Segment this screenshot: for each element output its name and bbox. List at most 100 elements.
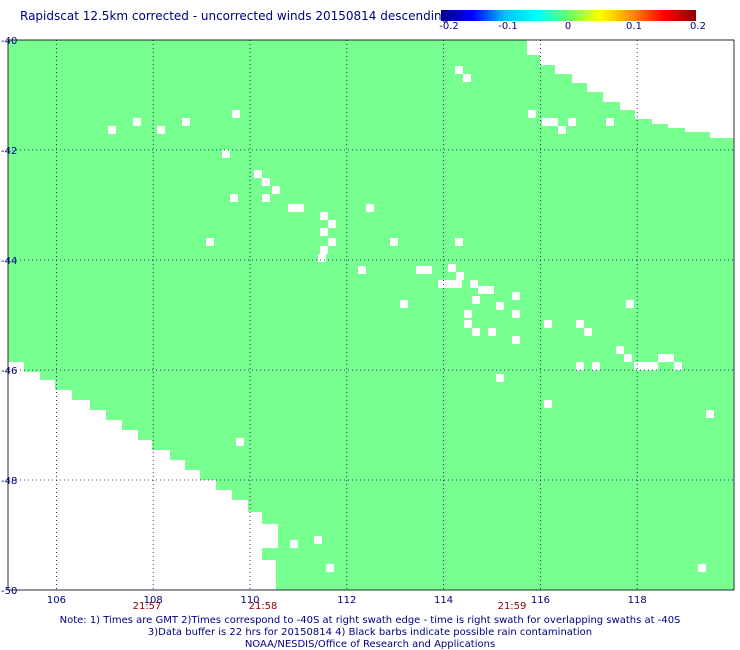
missing-data-cell — [658, 354, 666, 362]
missing-data-cell — [666, 354, 674, 362]
missing-data-cell — [650, 362, 658, 370]
missing-data-cell — [550, 118, 558, 126]
missing-data-cell — [464, 310, 472, 318]
missing-data-cell — [626, 300, 634, 308]
missing-data-cell — [512, 292, 520, 300]
map-frame — [7, 39, 735, 591]
latitude-tick-label: -44 — [1, 256, 17, 267]
missing-data-cell — [438, 280, 446, 288]
missing-data-cell — [133, 118, 141, 126]
missing-data-cell — [584, 328, 592, 336]
longitude-tick-label: 114 — [434, 595, 453, 606]
missing-data-cell — [328, 238, 336, 246]
missing-data-cell — [296, 204, 304, 212]
missing-data-cell — [486, 286, 494, 294]
missing-data-cell — [326, 564, 334, 572]
missing-data-cell — [478, 286, 486, 294]
missing-data-cell — [358, 266, 366, 274]
missing-data-cell — [496, 374, 504, 382]
missing-data-cell — [272, 186, 280, 194]
missing-data-cell — [424, 266, 432, 274]
latitude-tick-label: -46 — [1, 366, 17, 377]
missing-data-cell — [455, 66, 463, 74]
colorbar-tick: -0.1 — [498, 21, 518, 32]
missing-data-cell — [366, 204, 374, 212]
missing-data-cell — [558, 126, 566, 134]
missing-data-cell — [182, 118, 190, 126]
missing-data-cell — [314, 536, 322, 544]
colorbar-tick: -0.2 — [439, 21, 459, 32]
latitude-tick-label: -42 — [1, 146, 17, 157]
missing-data-cell — [698, 564, 706, 572]
axis-labels: 106 108 110 112 114 116 118 -40 -42 -44 -46 -48 -50 2… — [1, 36, 647, 612]
missing-data-cell — [674, 362, 682, 370]
missing-data-cell — [592, 362, 600, 370]
missing-data-cell — [108, 126, 116, 134]
missing-data-cell — [320, 228, 328, 236]
longitude-tick-label: 108 — [144, 595, 163, 606]
missing-data-cell — [463, 74, 471, 82]
missing-data-cell — [390, 238, 398, 246]
missing-data-cell — [576, 320, 584, 328]
latitude-tick-label: -48 — [1, 476, 17, 487]
missing-data-cell — [157, 126, 165, 134]
time-label: 21:58 — [249, 601, 278, 612]
missing-data-cell — [606, 118, 614, 126]
missing-data-cell — [206, 238, 214, 246]
missing-data-cells — [108, 66, 714, 572]
latitude-tick-label: -40 — [1, 36, 17, 47]
time-label: 21:59 — [498, 601, 527, 612]
missing-data-cell — [616, 346, 624, 354]
missing-data-cell — [472, 328, 480, 336]
missing-data-cell — [416, 266, 424, 274]
missing-data-cell — [542, 118, 550, 126]
missing-data-cell — [568, 118, 576, 126]
missing-data-cell — [624, 354, 632, 362]
longitude-tick-label: 106 — [47, 595, 66, 606]
missing-data-cell — [512, 310, 520, 318]
no-data-area — [672, 40, 734, 86]
missing-data-cell — [232, 110, 240, 118]
missing-data-cell — [446, 280, 454, 288]
missing-data-cell — [328, 220, 336, 228]
missing-data-cell — [318, 254, 326, 262]
note-line-3: NOAA/NESDIS/Office of Research and Appli… — [244, 639, 496, 650]
longitude-tick-label: 110 — [240, 595, 259, 606]
missing-data-cell — [706, 410, 714, 418]
missing-data-cell — [230, 194, 238, 202]
map-title: Rapidscat 12.5km corrected - uncorrected… — [20, 9, 450, 23]
longitude-tick-label: 118 — [628, 595, 647, 606]
missing-data-cell — [288, 204, 296, 212]
missing-data-cell — [400, 300, 408, 308]
missing-data-cell — [290, 540, 298, 548]
note-line-1: Note: 1) Times are GMT 2)Times correspon… — [59, 615, 681, 626]
note-line-2: 3)Data buffer is 22 hrs for 20150814 4) … — [147, 627, 593, 638]
longitude-tick-label: 112 — [337, 595, 356, 606]
missing-data-cell — [236, 438, 244, 446]
latitude-tick-label: -50 — [1, 586, 17, 597]
missing-data-cell — [456, 272, 464, 280]
missing-data-cell — [544, 320, 552, 328]
missing-data-cell — [222, 150, 230, 158]
missing-data-cell — [262, 178, 270, 186]
missing-data-cell — [454, 280, 462, 288]
missing-data-cell — [512, 336, 520, 344]
missing-data-cell — [455, 238, 463, 246]
colorbar-tick: 0.2 — [690, 21, 706, 32]
missing-data-cell — [634, 362, 642, 370]
missing-data-cell — [496, 302, 504, 310]
missing-data-cell — [544, 400, 552, 408]
missing-data-cell — [254, 170, 262, 178]
missing-data-cell — [464, 320, 472, 328]
lat-lon-grid — [7, 39, 735, 591]
missing-data-cell — [642, 362, 650, 370]
missing-data-cell — [320, 246, 328, 254]
missing-data-cell — [470, 280, 478, 288]
longitude-tick-label: 116 — [531, 595, 550, 606]
missing-data-cell — [448, 264, 456, 272]
wind-swath-area — [8, 40, 734, 590]
missing-data-cell — [472, 296, 480, 304]
wind-swath — [8, 40, 734, 590]
